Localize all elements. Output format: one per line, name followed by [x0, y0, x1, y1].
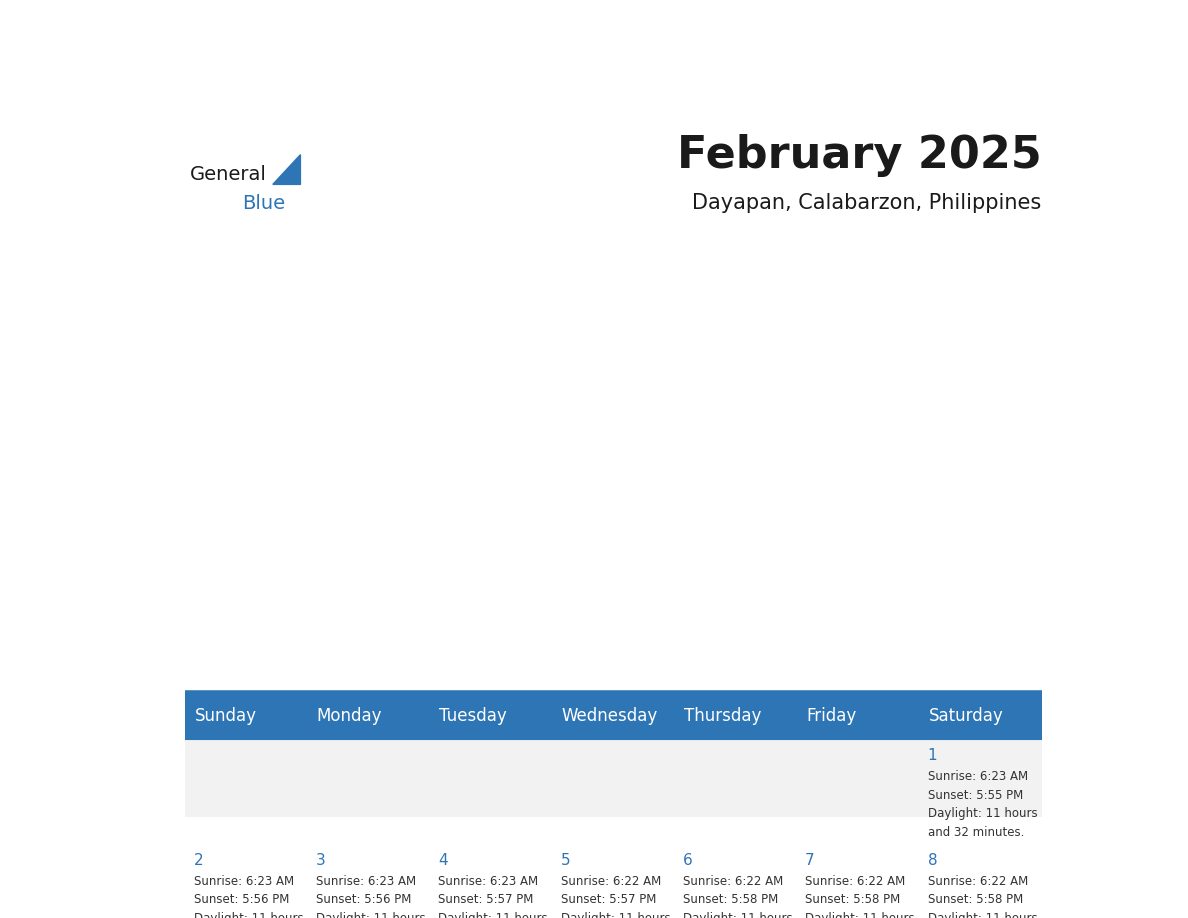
Text: 1: 1 — [928, 748, 937, 764]
FancyBboxPatch shape — [185, 844, 1042, 918]
Text: Sunrise: 6:22 AM
Sunset: 5:58 PM
Daylight: 11 hours
and 36 minutes.: Sunrise: 6:22 AM Sunset: 5:58 PM Dayligh… — [928, 875, 1037, 918]
Text: Monday: Monday — [317, 707, 383, 725]
Text: Sunrise: 6:22 AM
Sunset: 5:58 PM
Daylight: 11 hours
and 35 minutes.: Sunrise: 6:22 AM Sunset: 5:58 PM Dayligh… — [683, 875, 792, 918]
Text: Friday: Friday — [807, 707, 857, 725]
Text: Tuesday: Tuesday — [440, 707, 507, 725]
Text: Dayapan, Calabarzon, Philippines: Dayapan, Calabarzon, Philippines — [693, 193, 1042, 213]
FancyBboxPatch shape — [552, 693, 675, 739]
Text: Sunrise: 6:23 AM
Sunset: 5:56 PM
Daylight: 11 hours
and 32 minutes.: Sunrise: 6:23 AM Sunset: 5:56 PM Dayligh… — [194, 875, 303, 918]
Text: Sunrise: 6:23 AM
Sunset: 5:57 PM
Daylight: 11 hours
and 34 minutes.: Sunrise: 6:23 AM Sunset: 5:57 PM Dayligh… — [438, 875, 548, 918]
Text: 4: 4 — [438, 853, 448, 868]
Text: Wednesday: Wednesday — [562, 707, 658, 725]
Text: Blue: Blue — [242, 194, 285, 213]
FancyBboxPatch shape — [797, 693, 920, 739]
FancyBboxPatch shape — [185, 739, 1042, 844]
FancyBboxPatch shape — [185, 693, 308, 739]
Text: Thursday: Thursday — [684, 707, 762, 725]
Text: 8: 8 — [928, 853, 937, 868]
Text: Sunrise: 6:23 AM
Sunset: 5:55 PM
Daylight: 11 hours
and 32 minutes.: Sunrise: 6:23 AM Sunset: 5:55 PM Dayligh… — [928, 770, 1037, 839]
Text: 6: 6 — [683, 853, 693, 868]
Text: 2: 2 — [194, 853, 203, 868]
FancyBboxPatch shape — [675, 693, 797, 739]
Text: General: General — [190, 165, 267, 185]
Text: 3: 3 — [316, 853, 326, 868]
FancyBboxPatch shape — [920, 693, 1042, 739]
Text: Sunrise: 6:22 AM
Sunset: 5:57 PM
Daylight: 11 hours
and 34 minutes.: Sunrise: 6:22 AM Sunset: 5:57 PM Dayligh… — [561, 875, 670, 918]
Polygon shape — [273, 155, 301, 185]
Text: Sunrise: 6:22 AM
Sunset: 5:58 PM
Daylight: 11 hours
and 35 minutes.: Sunrise: 6:22 AM Sunset: 5:58 PM Dayligh… — [805, 875, 915, 918]
Text: 5: 5 — [561, 853, 570, 868]
FancyBboxPatch shape — [308, 693, 430, 739]
Text: Saturday: Saturday — [929, 707, 1003, 725]
Text: February 2025: February 2025 — [677, 134, 1042, 177]
Text: Sunrise: 6:23 AM
Sunset: 5:56 PM
Daylight: 11 hours
and 33 minutes.: Sunrise: 6:23 AM Sunset: 5:56 PM Dayligh… — [316, 875, 425, 918]
Text: 7: 7 — [805, 853, 815, 868]
FancyBboxPatch shape — [430, 693, 552, 739]
Text: Sunday: Sunday — [195, 707, 257, 725]
